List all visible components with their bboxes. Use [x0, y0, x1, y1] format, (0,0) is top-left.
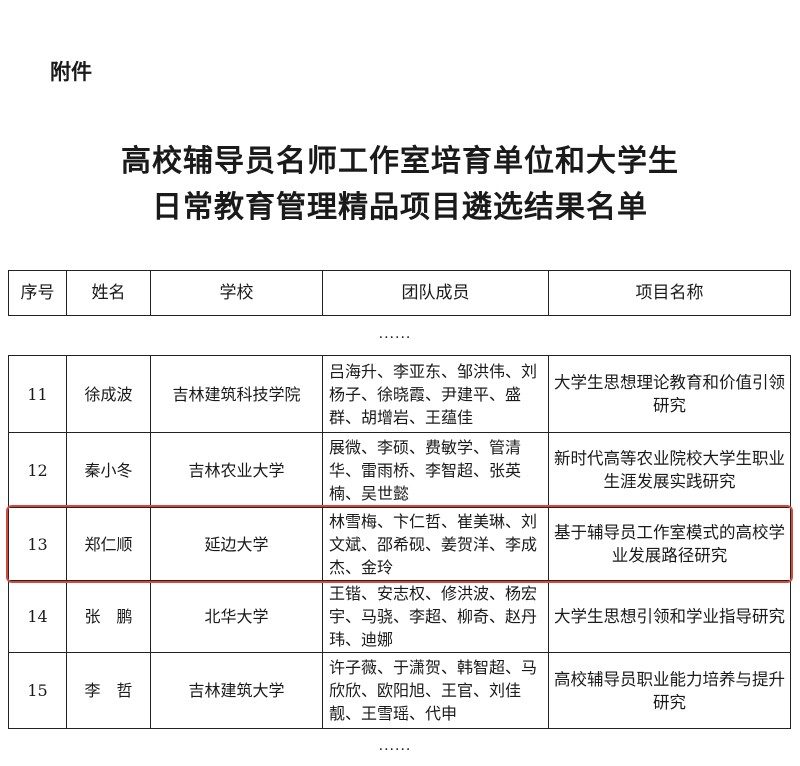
row-number: 13 — [8, 507, 67, 581]
row-name: 张 鹏 — [66, 580, 151, 653]
row-school: 北华大学 — [150, 580, 323, 653]
column-header-members: 团队成员 — [322, 270, 549, 316]
ellipsis-top: ...... — [378, 326, 412, 342]
row-name: 李 哲 — [66, 652, 151, 729]
row-name: 郑仁顺 — [66, 507, 151, 581]
results-table: 11 徐成波 吉林建筑科技学院 吕海升、李亚东、邹洪伟、刘杨子、徐晓霞、尹建平、盛群、… — [8, 355, 791, 729]
table-row: 11 徐成波 吉林建筑科技学院 吕海升、李亚东、邹洪伟、刘杨子、徐晓霞、尹建平、盛群、… — [8, 355, 791, 433]
table-row: 14 张 鹏北华大学 王锴、安志权、修洪波、杨宏宇、马骁、李超、柳奇、赵丹玮、迪娜大… — [8, 580, 791, 653]
ellipsis-bottom: ...... — [378, 738, 412, 754]
column-header-project: 项目名称 — [548, 270, 791, 316]
row-project: 基于辅导员工作室模式的高校学业发展路径研究 — [548, 507, 791, 581]
row-project: 大学生思想理论教育和价值引领研究 — [548, 355, 791, 433]
table-row: 12 秦小冬 吉林农业大学 展微、李硕、费敏学、管清华、雷雨桥、李智超、张英楠、吴世懿… — [8, 432, 791, 508]
row-name: 徐成波 — [66, 355, 151, 433]
row-school: 吉林建筑科技学院 — [150, 355, 323, 433]
row-members: 展微、李硕、费敏学、管清华、雷雨桥、李智超、张英楠、吴世懿 — [322, 432, 549, 508]
row-project: 大学生思想引领和学业指导研究 — [548, 580, 791, 653]
title-line-2: 日常教育管理精品项目遴选结果名单 — [152, 190, 648, 225]
row-number: 11 — [8, 355, 67, 433]
row-name: 秦小冬 — [66, 432, 151, 508]
column-header-name: 姓名 — [66, 270, 151, 316]
column-header-school: 学校 — [150, 270, 323, 316]
row-number: 15 — [8, 652, 67, 729]
title-line-1: 高校辅导员名师工作室培育单位和大学生 — [121, 144, 679, 179]
table-row: 13 郑仁顺 延边大学 林雪梅、卞仁哲、崔美琳、刘文斌、邵希砚、姜贺洋、李成杰、金玲基… — [8, 507, 791, 581]
row-number: 14 — [8, 580, 67, 653]
row-school: 吉林农业大学 — [150, 432, 323, 508]
row-members: 吕海升、李亚东、邹洪伟、刘杨子、徐晓霞、尹建平、盛群、胡增岩、王蕴佳 — [322, 355, 549, 433]
row-members: 王锴、安志权、修洪波、杨宏宇、马骁、李超、柳奇、赵丹玮、迪娜 — [322, 580, 549, 653]
column-header-no: 序号 — [8, 270, 67, 316]
row-school: 吉林建筑大学 — [150, 652, 323, 729]
row-school: 延边大学 — [150, 507, 323, 581]
table-header: 序号 姓名 学校 团队成员 项目名称 — [8, 270, 791, 316]
row-members: 许子薇、于潇贺、韩智超、马欣欣、欧阳旭、王官、刘佳靓、王雪瑶、代申 — [322, 652, 549, 729]
row-members: 林雪梅、卞仁哲、崔美琳、刘文斌、邵希砚、姜贺洋、李成杰、金玲 — [322, 507, 549, 581]
row-project: 新时代高等农业院校大学生职业生涯发展实践研究 — [548, 432, 791, 508]
table-row: 15 李 哲吉林建筑大学 许子薇、于潇贺、韩智超、马欣欣、欧阳旭、王官、刘佳靓、王雪… — [8, 652, 791, 729]
row-number: 12 — [8, 432, 67, 508]
row-project: 高校辅导员职业能力培养与提升研究 — [548, 652, 791, 729]
attachment-label: 附件 — [50, 60, 92, 84]
